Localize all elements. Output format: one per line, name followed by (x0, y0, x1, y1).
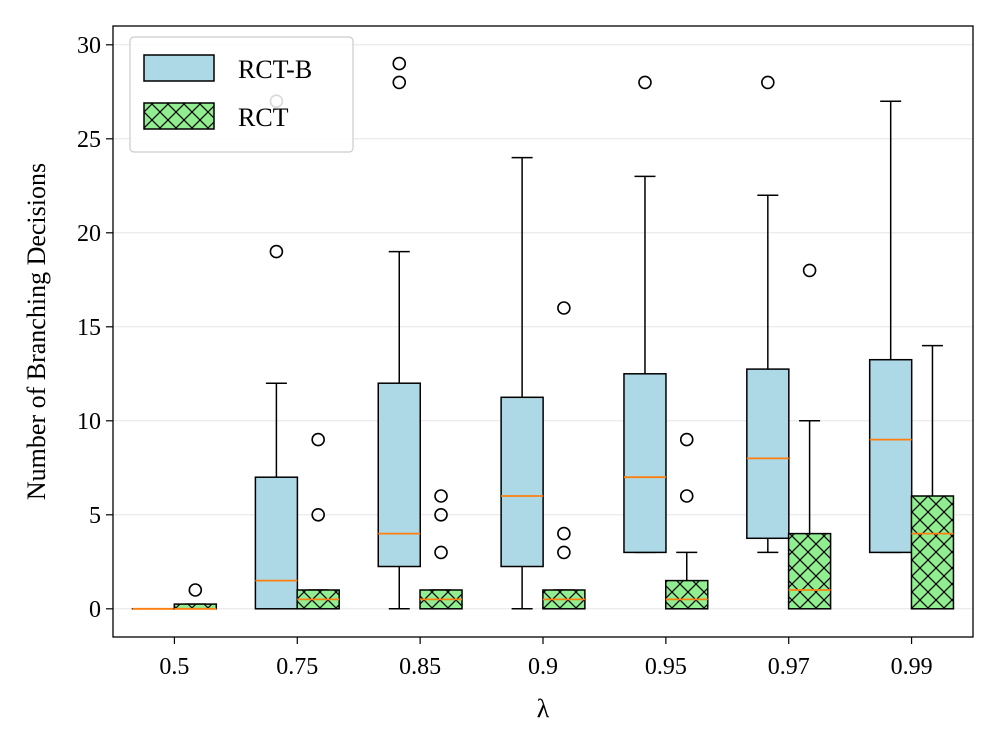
box-outline (787, 532, 832, 610)
box-outline (623, 373, 667, 554)
outlier-point (269, 244, 284, 259)
box-rct-0.9 (542, 301, 586, 610)
x-tick-label: 0.85 (399, 654, 441, 680)
outlier-point (434, 545, 448, 560)
box-outline (746, 368, 790, 540)
outlier-point (638, 75, 652, 90)
box-rct-0.95 (664, 432, 709, 610)
box-rct-0.85 (419, 489, 463, 610)
box-hatch (788, 533, 831, 609)
box-fill (746, 369, 789, 539)
axis-ticks: 0 5 10 15 20 25 30 0.5 0.75 0.85 0.9 0.95 0.97 0.99 (77, 33, 933, 680)
outlier-point (434, 507, 448, 522)
box-rct-b-0.99 (868, 100, 913, 554)
y-tick-label: 25 (77, 127, 101, 153)
outlier-point (434, 489, 448, 503)
outlier-point (761, 75, 775, 90)
x-tick-label: 0.5 (159, 654, 189, 680)
box-fill (255, 477, 298, 609)
box-hatch (665, 580, 708, 609)
y-tick-label: 0 (89, 597, 101, 623)
box-rct-0.75 (296, 432, 340, 610)
box-outline (377, 382, 422, 568)
y-tick-label: 10 (77, 409, 101, 435)
box-outline (910, 495, 955, 610)
outlier-point (188, 583, 203, 597)
outlier-point (557, 526, 571, 541)
box-hatch (174, 604, 217, 609)
x-tick-label: 0.97 (768, 654, 810, 680)
legend-item-rct: RCT (143, 102, 289, 132)
box-fill (869, 359, 912, 553)
legend-swatch-hatch (144, 103, 214, 129)
x-tick-label: 0.99 (891, 654, 933, 680)
box-rct-b-0.9 (500, 156, 544, 610)
box-outline (664, 579, 709, 610)
legend-swatch-outline (143, 54, 215, 82)
outlier-point (802, 263, 817, 278)
box-outline (254, 476, 299, 610)
outlier-point (679, 432, 694, 447)
outlier-point (311, 432, 325, 447)
box-fill (501, 397, 544, 567)
y-axis-label: Number of Branching Decisions (22, 163, 51, 500)
box-rct-0.99 (910, 344, 955, 610)
box-rct-b-0.75 (254, 94, 299, 610)
x-axis-label: λ (537, 694, 550, 723)
y-tick-label: 5 (89, 503, 101, 529)
y-tick-label: 15 (77, 315, 101, 341)
box-rct-b-0.95 (623, 75, 667, 554)
box-hatch (911, 496, 954, 609)
legend-swatch-fill (144, 55, 214, 81)
outlier-point (679, 489, 694, 503)
boxes (131, 56, 955, 610)
box-outline (500, 396, 544, 568)
box-fill (378, 383, 421, 567)
box-rct-b-0.97 (746, 75, 790, 554)
outlier-point (311, 507, 325, 522)
x-tick-label: 0.95 (645, 654, 687, 680)
box-rct-0.97 (787, 263, 832, 610)
outlier-point (557, 301, 571, 315)
legend-item-rct-b: RCT-B (143, 54, 312, 84)
outlier-point (392, 56, 407, 71)
box-fill (623, 373, 666, 553)
x-tick-label: 0.9 (528, 654, 558, 680)
y-tick-label: 20 (77, 221, 101, 247)
x-tick-label: 0.75 (276, 654, 318, 680)
box-rct-b-0.85 (377, 56, 422, 610)
outlier-point (557, 545, 571, 560)
legend: RCT-B RCT (129, 36, 354, 153)
legend-swatch-outline (143, 102, 215, 130)
box-rct-0.5 (173, 583, 218, 610)
legend-label: RCT (238, 103, 289, 132)
legend-label: RCT-B (238, 55, 312, 84)
box-outline (868, 358, 913, 554)
outlier-point (392, 75, 407, 90)
y-tick-label: 30 (77, 33, 101, 59)
